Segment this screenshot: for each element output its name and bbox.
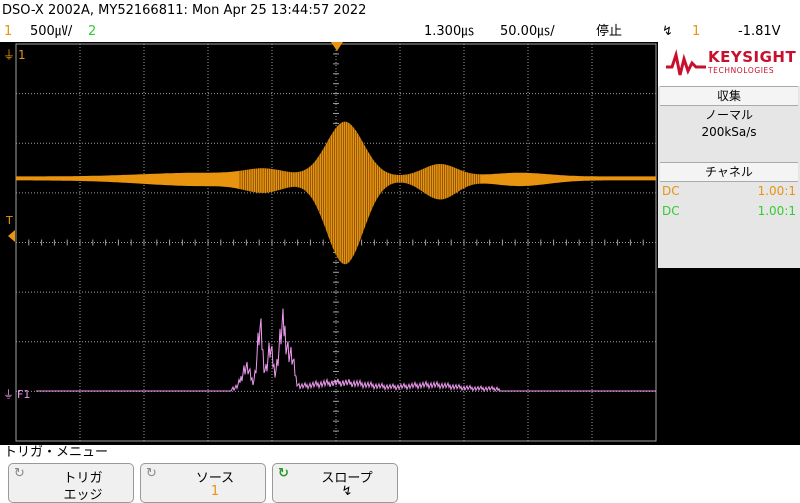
brand-area: KEYSIGHT TECHNOLOGIES [658, 42, 800, 86]
trigger-position-icon [331, 42, 343, 51]
ch2-number[interactable]: 2 [88, 24, 97, 39]
menu-title: トリガ・メニュー [4, 445, 109, 460]
title-bar: DSO-X 2002A, MY52166811: Mon Apr 25 13:4… [0, 0, 800, 22]
timebase-scale[interactable]: 50.00㎲/ [500, 24, 555, 39]
rotate-icon: ↻ [14, 466, 25, 481]
ch2-coupling: DC [662, 204, 680, 218]
math-waveform [36, 308, 656, 393]
ch1-coupling: DC [662, 184, 680, 198]
acquire-mode: ノーマル [704, 108, 753, 122]
brand-subtitle: TECHNOLOGIES [708, 66, 775, 75]
trigger-marker: T [5, 214, 13, 227]
softkey-trigger-type[interactable]: ↻ トリガ エッジ [8, 463, 134, 503]
side-panel: KEYSIGHT TECHNOLOGIES 収集 ノーマル 200kSa/s チ… [658, 42, 800, 268]
ch1-marker: 1 [18, 48, 26, 62]
ch1-waveform [16, 121, 656, 265]
graticule [15, 43, 657, 442]
rotate-icon: ↻ [146, 466, 157, 481]
ch1-number[interactable]: 1 [4, 24, 13, 39]
rotate-active-icon: ↻ [278, 466, 289, 481]
softkey-label: ソース [195, 471, 235, 486]
softkey-bar: ↻ トリガ エッジ ↻ ソース 1 ↻ スロープ ↯ [0, 461, 800, 503]
softkey-source[interactable]: ↻ ソース 1 [140, 463, 266, 503]
softkey-label: トリガ [63, 471, 103, 486]
trigger-level-icon [8, 230, 15, 242]
ch1-envelope [16, 121, 656, 265]
timebase-delay[interactable]: 1.300㎲ [424, 24, 475, 39]
status-bar: 1 500㎶/ 2 1.300㎲ 50.00㎲/ 停止 ↯ 1 -1.81V [0, 22, 800, 42]
channel-header: チャネル [660, 162, 798, 182]
ch1-probe: 1.00:1 [757, 184, 796, 198]
window-title: DSO-X 2002A, MY52166811: Mon Apr 25 13:4… [2, 3, 367, 18]
math-ground-icon: ⏚ [3, 388, 14, 401]
brand-name: KEYSIGHT [708, 48, 797, 66]
ground-icon: ⏚ [3, 48, 15, 62]
ch1-scale[interactable]: 500㎶/ [30, 24, 73, 39]
softkey-value: ↯ [341, 484, 353, 499]
menu-title-bar: トリガ・メニュー [0, 445, 800, 461]
trigger-level[interactable]: -1.81V [738, 24, 781, 39]
ch2-probe: 1.00:1 [757, 204, 796, 218]
trigger-slope-icon: ↯ [662, 24, 673, 39]
run-state: 停止 [596, 24, 623, 39]
softkey-value: 1 [210, 484, 220, 499]
acquire-header: 収集 [660, 86, 798, 106]
waveform-canvas: ⏚ 1 T ⏚ F1 [3, 42, 657, 442]
trigger-source: 1 [692, 24, 701, 39]
math-marker: F1 [17, 388, 30, 401]
keysight-logo-icon [666, 49, 706, 76]
softkey-value: エッジ [63, 488, 103, 503]
softkey-slope[interactable]: ↻ スロープ ↯ [272, 463, 398, 503]
sample-rate: 200kSa/s [701, 125, 757, 139]
softkey-label: スロープ [321, 471, 373, 486]
